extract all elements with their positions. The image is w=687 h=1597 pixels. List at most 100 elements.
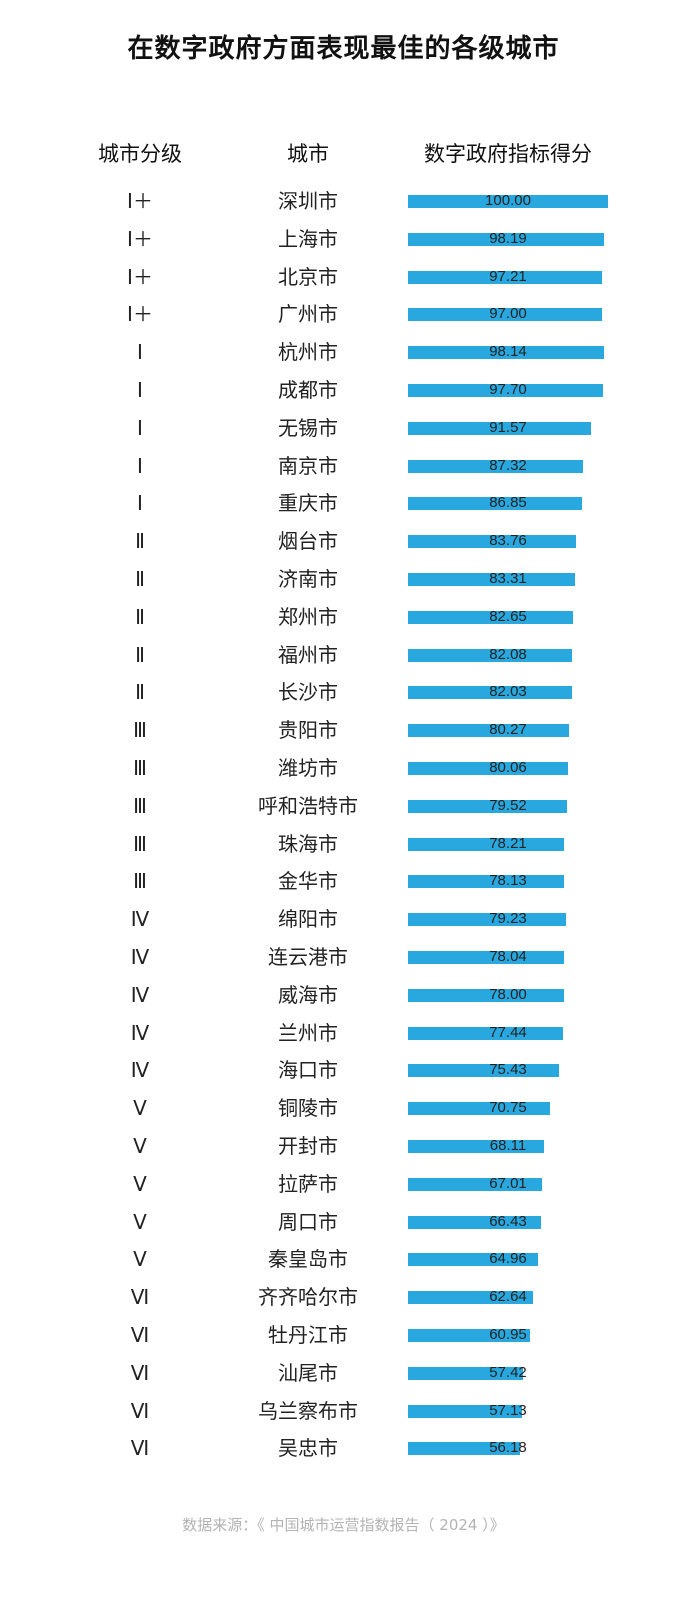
chart-row: Ⅱ 长沙市 82.03 bbox=[0, 673, 687, 711]
chart-title: 在数字政府方面表现最佳的各级城市 bbox=[127, 34, 560, 64]
city-name-label: 海口市 bbox=[278, 1058, 338, 1083]
chart-row: Ⅲ 潍坊市 80.06 bbox=[0, 749, 687, 787]
score-value-label: 78.13 bbox=[489, 872, 527, 890]
chart-row: Ⅱ 福州市 82.08 bbox=[0, 636, 687, 674]
score-value-label: 97.00 bbox=[489, 305, 527, 323]
score-bar bbox=[408, 1442, 521, 1456]
chart-row: Ⅰ 南京市 87.32 bbox=[0, 447, 687, 485]
city-name-label: 周口市 bbox=[278, 1209, 338, 1234]
chart-row: Ⅴ 拉萨市 67.01 bbox=[0, 1165, 687, 1203]
chart-row: Ⅴ 开封市 68.11 bbox=[0, 1127, 687, 1165]
city-name-label: 金华市 bbox=[278, 869, 338, 894]
score-bar bbox=[408, 346, 605, 360]
score-bar bbox=[408, 195, 608, 208]
score-value-label: 68.11 bbox=[489, 1137, 527, 1154]
score-value-label: 77.44 bbox=[489, 1023, 527, 1041]
score-value-label: 78.04 bbox=[489, 948, 527, 965]
chart-row: Ⅱ 郑州市 82.65 bbox=[0, 598, 687, 636]
city-name-label: 济南市 bbox=[278, 567, 338, 591]
city-name-label: 杭州市 bbox=[278, 340, 338, 365]
score-bar bbox=[408, 1102, 550, 1116]
city-name-label: 呼和浩特市 bbox=[258, 793, 358, 818]
score-value-label: 83.31 bbox=[489, 570, 527, 587]
city-grade-label: Ⅳ bbox=[130, 1058, 150, 1083]
chart-row: Ⅲ 珠海市 78.21 bbox=[0, 825, 687, 863]
score-bar bbox=[408, 1215, 541, 1229]
chart-row: Ⅵ 乌兰察布市 57.13 bbox=[0, 1392, 687, 1430]
city-name-label: 牡丹江市 bbox=[268, 1323, 348, 1347]
city-name-label: 广州市 bbox=[278, 302, 338, 327]
score-value-label: 60.95 bbox=[489, 1326, 527, 1343]
score-value-label: 64.96 bbox=[489, 1250, 527, 1268]
score-bar bbox=[408, 497, 582, 511]
chart-row: Ⅰ＋ 上海市 98.19 bbox=[0, 220, 687, 258]
chart-row: Ⅰ 成都市 97.70 bbox=[0, 371, 687, 409]
score-bar bbox=[408, 459, 583, 473]
city-name-label: 铜陵市 bbox=[278, 1096, 338, 1121]
city-grade-label: Ⅴ bbox=[133, 1247, 147, 1272]
city-grade-label: Ⅱ bbox=[135, 604, 145, 629]
chart-row: Ⅵ 牡丹江市 60.95 bbox=[0, 1316, 687, 1354]
city-grade-label: Ⅲ bbox=[133, 756, 147, 780]
chart-row: Ⅰ 杭州市 98.14 bbox=[0, 333, 687, 371]
city-name-label: 珠海市 bbox=[278, 831, 338, 856]
city-name-label: 重庆市 bbox=[278, 491, 338, 516]
source-note: 数据来源：《 中国城市运营指数报告（ 2024 ）》 bbox=[182, 1516, 505, 1534]
score-value-label: 100.00 bbox=[485, 192, 531, 209]
score-bar bbox=[408, 648, 573, 662]
score-value-label: 83.76 bbox=[489, 532, 527, 550]
city-name-label: 南京市 bbox=[278, 453, 338, 478]
score-value-label: 67.01 bbox=[489, 1174, 527, 1192]
city-grade-label: Ⅱ bbox=[135, 529, 145, 554]
city-name-label: 开封市 bbox=[278, 1134, 338, 1158]
score-value-label: 79.52 bbox=[489, 796, 527, 814]
city-grade-label: Ⅰ bbox=[137, 453, 143, 478]
column-header-score: 数字政府指标得分 bbox=[424, 142, 592, 166]
chart-row: Ⅲ 呼和浩特市 79.52 bbox=[0, 787, 687, 825]
score-value-label: 91.57 bbox=[489, 418, 527, 436]
chart-row: Ⅰ＋ 深圳市 100.00 bbox=[0, 182, 687, 220]
city-grade-label: Ⅳ bbox=[130, 945, 150, 969]
score-value-label: 62.64 bbox=[489, 1288, 527, 1306]
chart-row: Ⅳ 海口市 75.43 bbox=[0, 1051, 687, 1089]
score-bar bbox=[408, 308, 602, 322]
score-value-label: 78.00 bbox=[489, 985, 527, 1003]
score-bar bbox=[408, 1026, 563, 1040]
city-grade-label: Ⅲ bbox=[133, 869, 147, 894]
score-bar bbox=[408, 573, 575, 586]
city-grade-label: Ⅵ bbox=[130, 1360, 150, 1385]
score-bar bbox=[408, 875, 565, 889]
city-name-label: 乌兰察布市 bbox=[258, 1398, 358, 1423]
chart-row: Ⅵ 吴忠市 56.18 bbox=[0, 1429, 687, 1467]
city-name-label: 深圳市 bbox=[278, 189, 338, 213]
score-value-label: 82.03 bbox=[489, 683, 527, 701]
score-value-label: 97.70 bbox=[489, 381, 527, 398]
score-bar bbox=[408, 1253, 538, 1267]
city-name-label: 吴忠市 bbox=[278, 1436, 338, 1461]
score-value-label: 56.18 bbox=[489, 1439, 527, 1457]
city-name-label: 烟台市 bbox=[278, 529, 338, 554]
city-grade-label: Ⅰ＋ bbox=[127, 226, 153, 251]
city-grade-label: Ⅵ bbox=[130, 1398, 150, 1423]
chart-row: Ⅴ 铜陵市 70.75 bbox=[0, 1089, 687, 1127]
city-grade-label: Ⅰ bbox=[137, 340, 143, 365]
city-grade-label: Ⅱ bbox=[135, 642, 145, 667]
chart-row: Ⅱ 济南市 83.31 bbox=[0, 560, 687, 598]
city-grade-label: Ⅰ bbox=[137, 491, 143, 516]
score-value-label: 70.75 bbox=[489, 1099, 527, 1117]
chart-row: Ⅳ 绵阳市 79.23 bbox=[0, 900, 687, 938]
score-bar bbox=[408, 799, 568, 813]
chart-row: Ⅰ＋ 北京市 97.21 bbox=[0, 258, 687, 296]
city-name-label: 潍坊市 bbox=[278, 756, 338, 780]
city-grade-label: Ⅴ bbox=[133, 1134, 147, 1158]
chart-row: Ⅰ 重庆市 86.85 bbox=[0, 484, 687, 522]
score-value-label: 82.65 bbox=[489, 607, 527, 625]
city-name-label: 贵阳市 bbox=[278, 718, 338, 743]
chart-row: Ⅰ＋ 广州市 97.00 bbox=[0, 295, 687, 333]
city-grade-label: Ⅳ bbox=[130, 982, 150, 1007]
score-bar bbox=[408, 686, 573, 700]
score-bar bbox=[408, 1064, 559, 1078]
score-value-label: 66.43 bbox=[489, 1212, 527, 1230]
city-name-label: 连云港市 bbox=[268, 945, 348, 969]
city-name-label: 秦皇岛市 bbox=[268, 1247, 348, 1272]
